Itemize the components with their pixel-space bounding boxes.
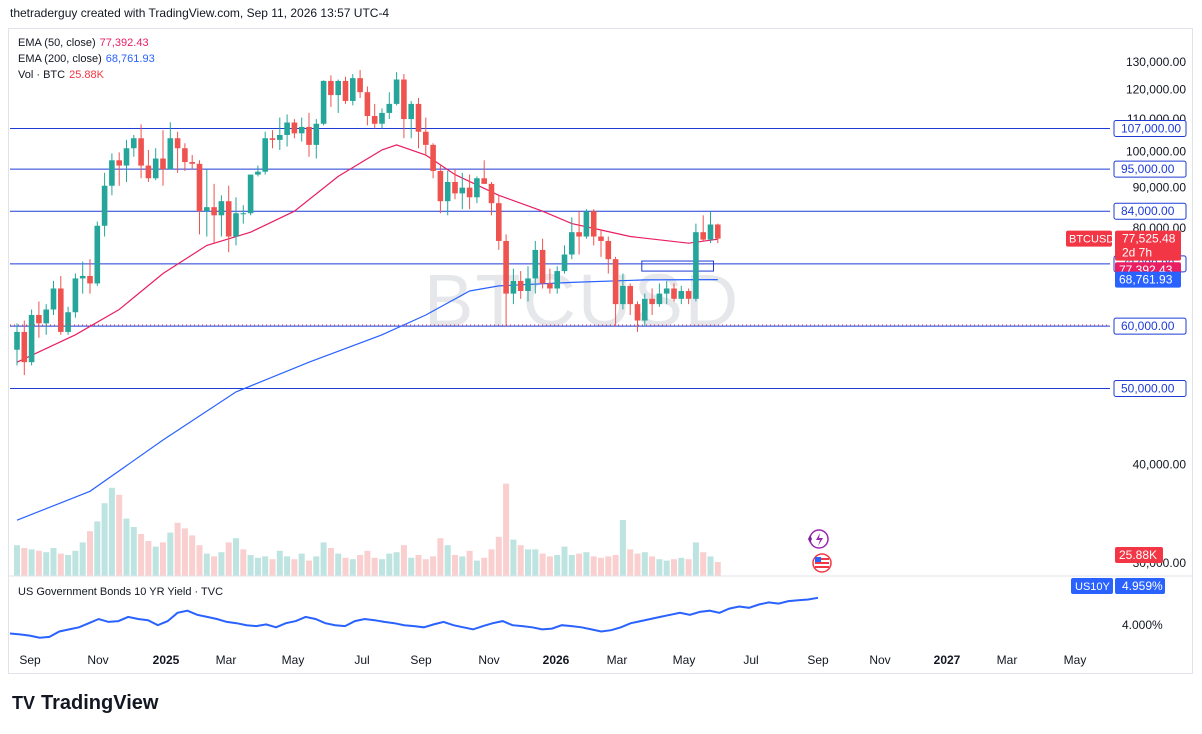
tv-logo-icon: TV bbox=[12, 693, 36, 713]
symbol-watermark: BTCUSD bbox=[424, 259, 741, 342]
legend-ema200-label: EMA (200, close) bbox=[18, 53, 102, 65]
yield-pane-legend[interactable]: US Government Bonds 10 YR Yield · TVC bbox=[18, 586, 224, 598]
legend-volume[interactable]: Vol · BTC 25.88K bbox=[18, 68, 104, 83]
chart-frame bbox=[8, 28, 1193, 674]
legend-ema200[interactable]: EMA (200, close) 68,761.93 bbox=[18, 52, 155, 67]
legend-volume-value: 25.88K bbox=[69, 69, 104, 81]
tradingview-logo[interactable]: TV TradingView bbox=[12, 692, 158, 715]
legend-volume-label: Vol · BTC bbox=[18, 69, 66, 81]
legend-ema50-value: 77,392.43 bbox=[99, 37, 149, 49]
legend-ema200-value: 68,761.93 bbox=[105, 53, 155, 65]
legend-ema50-label: EMA (50, close) bbox=[18, 37, 96, 49]
legend-ema50[interactable]: EMA (50, close) 77,392.43 bbox=[18, 36, 149, 51]
brand-name: TradingView bbox=[41, 692, 159, 714]
chart-attribution: thetraderguy created with TradingView.co… bbox=[10, 6, 390, 20]
